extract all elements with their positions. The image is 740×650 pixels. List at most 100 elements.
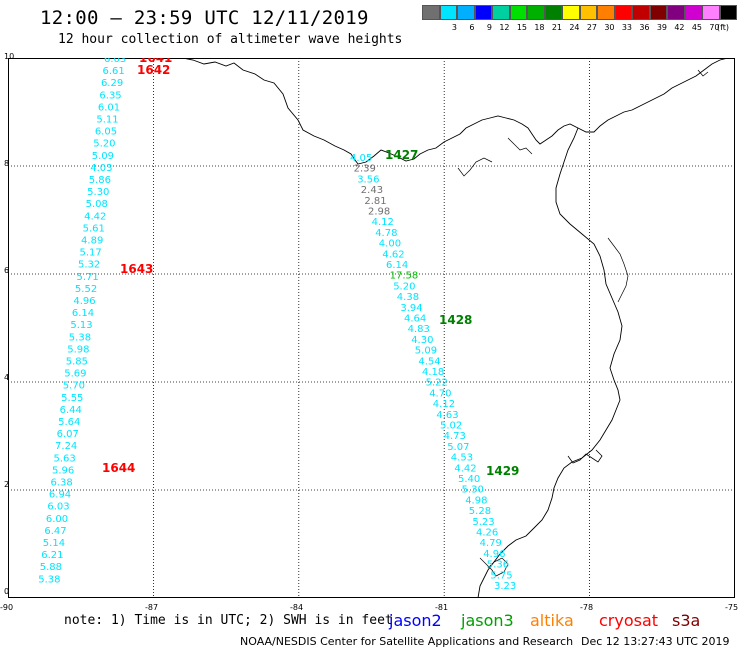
wave-height-label: 6.94 (49, 490, 71, 501)
latitude-tick-label: 10 (4, 52, 15, 61)
wave-height-label: 5.85 (66, 357, 88, 368)
wave-height-label: 5.61 (83, 223, 105, 234)
wave-height-label: 5.55 (61, 393, 83, 404)
wave-height-label: 5.75 (490, 570, 512, 581)
wave-height-label: 5.20 (93, 139, 115, 150)
colorbar-swatch (614, 5, 632, 20)
colorbar-tick-label: 15 (516, 23, 527, 32)
colorbar-swatch (719, 5, 737, 20)
wave-height-label: 4.12 (433, 399, 455, 410)
wave-height-label: 5.63 (54, 453, 76, 464)
satellite-legend-item: jason3 (461, 611, 514, 630)
latitude-tick-label: 0 (4, 587, 10, 596)
colorbar-tick-label: 27 (586, 23, 597, 32)
wave-height-label: 6.61 (102, 66, 124, 77)
lat-lon-grid (8, 58, 735, 598)
wave-height-label: 4.05 (350, 153, 372, 164)
wave-height-label: 2.39 (354, 164, 376, 175)
longitude-tick-label: -90 (0, 603, 14, 612)
latitude-tick-label: 4 (4, 373, 10, 382)
wave-height-label: 4.96 (73, 296, 95, 307)
latitude-tick-label: 2 (4, 480, 10, 489)
wave-height-label: 6.47 (44, 526, 66, 537)
wave-height-label: 5.09 (415, 346, 437, 357)
wave-height-label: 5.30 (87, 187, 109, 198)
wave-height-label: 6.38 (50, 478, 72, 489)
wave-height-label: 6.01 (98, 102, 120, 113)
wave-height-label: 5.28 (469, 506, 491, 517)
wave-height-label: 5.70 (63, 381, 85, 392)
colorbar-swatch (509, 5, 527, 20)
colorbar-swatch (632, 5, 650, 20)
longitude-tick-label: -78 (580, 603, 594, 612)
wave-height-label: 4.62 (382, 249, 404, 260)
colorbar-swatch (439, 5, 457, 20)
colorbar-unit: (ft) (717, 23, 730, 32)
wave-height-label: 4.03 (90, 163, 112, 174)
credit-line: NOAA/NESDIS Center for Satellite Applica… (240, 635, 574, 648)
pass-time-label: 1643 (120, 262, 153, 276)
longitude-tick-label: -81 (435, 603, 449, 612)
wave-height-label: 4.38 (397, 292, 419, 303)
colorbar-tick-label: 36 (639, 23, 650, 32)
wave-height-label: 3.94 (400, 303, 422, 314)
wave-height-label: 5.09 (92, 151, 114, 162)
wave-height-label: 6.44 (60, 405, 82, 416)
wave-height-label: 6.14 (386, 260, 408, 271)
colorbar-swatch (544, 5, 562, 20)
track-west-labels: 6.036.616.296.356.015.116.055.205.094.03… (38, 54, 126, 585)
wave-height-label: 5.98 (67, 344, 89, 355)
colorbar-swatch (474, 5, 492, 20)
colorbar-tick-label: 21 (551, 23, 562, 32)
wave-height-label: 5.22 (426, 378, 448, 389)
colorbar-tick-label: 3 (451, 23, 457, 32)
colorbar-tick-label: 42 (674, 23, 685, 32)
wave-height-label: 5.69 (64, 369, 86, 380)
colorbar-swatch (579, 5, 597, 20)
wave-height-label: 5.30 (462, 485, 484, 496)
pass-time-label: 1428 (439, 313, 472, 327)
colorbar-tick-label: 39 (656, 23, 667, 32)
wave-height-label: 5.11 (96, 115, 118, 126)
wave-height-label: 5.64 (58, 417, 80, 428)
colorbar-labels: 3 6 9 12 15 18 21 24 27 30 33 36 39 42 45 70 (422, 23, 720, 32)
wave-height-label: 4.83 (408, 324, 430, 335)
wave-height-label: 2.81 (364, 196, 386, 207)
wave-height-label: 5.96 (52, 465, 74, 476)
wave-height-label: 6.03 (47, 502, 69, 513)
colorbar-swatch (702, 5, 720, 20)
satellite-legend-item: jason2 (389, 611, 442, 630)
latitude-tick-label: 6 (4, 266, 10, 275)
wave-height-label: 4.89 (81, 236, 103, 247)
wave-height-label: 5.86 (89, 175, 111, 186)
wave-height-label: 6.03 (104, 58, 126, 65)
wave-height-label: 5.38 (69, 332, 91, 343)
wave-height-label: 3.23 (494, 581, 516, 592)
footer-note: note: 1) Time is in UTC; 2) SWH is in fe… (64, 613, 393, 628)
wave-height-label: 4.73 (444, 431, 466, 442)
colorbar-swatch (527, 5, 545, 20)
wave-height-label: 6.35 (99, 90, 121, 101)
wave-height-label: 4.64 (404, 314, 426, 325)
track-east-labels: 4.052.393.562.432.812.984.124.784.004.62… (350, 153, 516, 592)
colorbar-tick-label: 9 (486, 23, 492, 32)
pass-time-label: 1642 (137, 63, 170, 77)
longitude-tick-label: -84 (290, 603, 304, 612)
wave-height-label: 2.98 (368, 207, 390, 218)
wave-height-label: 5.52 (75, 284, 97, 295)
colorbar-swatch (562, 5, 580, 20)
wave-height-label: 17.58 (390, 271, 419, 282)
colorbar-swatch (667, 5, 685, 20)
satellite-legend-item: s3a (672, 611, 701, 630)
wave-height-label: 4.42 (84, 211, 106, 222)
wave-height-label: 4.26 (476, 528, 498, 539)
colorbar (422, 5, 737, 20)
map-title: 12:00 — 23:59 UTC 12/11/2019 (40, 7, 369, 29)
latitude-tick-label: 8 (4, 159, 10, 168)
map-canvas: 6.036.616.296.356.015.116.055.205.094.03… (8, 51, 735, 599)
wave-height-label: 5.38 (38, 574, 60, 585)
wave-height-label: 4.78 (375, 228, 397, 239)
pass-time-label: 1644 (102, 461, 135, 475)
wave-height-label: 6.00 (46, 514, 68, 525)
wave-height-label: 5.32 (78, 260, 100, 271)
